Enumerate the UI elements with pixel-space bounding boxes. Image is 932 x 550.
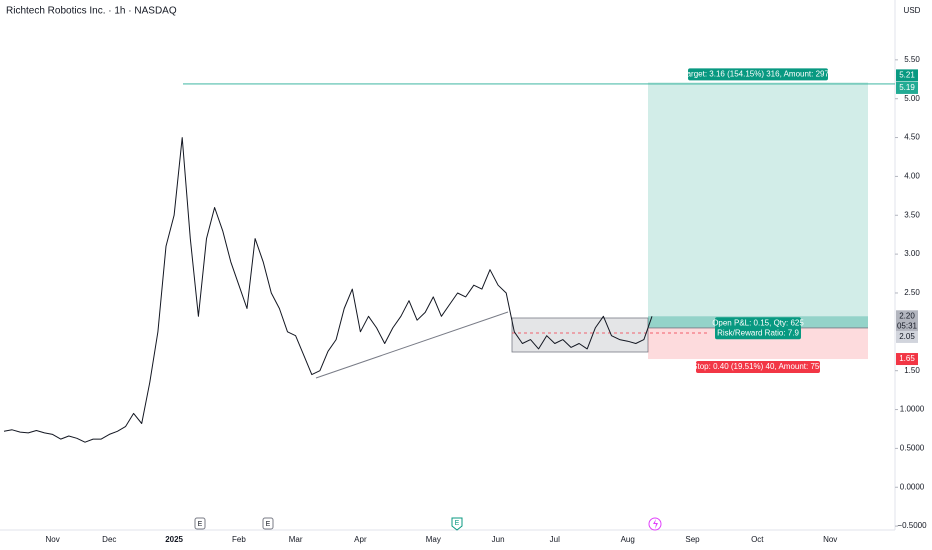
currency: USD <box>904 6 921 15</box>
x-tick-label: Nov <box>823 535 837 544</box>
price-tag <box>896 81 918 94</box>
x-tick-label: Feb <box>232 535 246 544</box>
ratio-label: Risk/Reward Ratio: 7.9 <box>717 328 799 337</box>
y-tick-label: 5.00 <box>904 94 920 103</box>
position-label-box <box>688 68 828 81</box>
x-tick-label: May <box>426 535 441 544</box>
y-tick-label: 4.50 <box>904 133 920 142</box>
earnings-icon[interactable] <box>451 517 463 531</box>
y-tick-label: −0.5000 <box>897 521 927 530</box>
x-tick-label: Jul <box>550 535 560 544</box>
countdown: 05:31 <box>897 321 918 330</box>
price-tag-label: 5.19 <box>899 83 915 92</box>
price-tag <box>896 69 918 82</box>
price-tag-label: 5.21 <box>899 70 915 79</box>
price-tag-label: 2.05 <box>899 332 915 341</box>
last-price-tag <box>896 310 918 333</box>
position-label-box <box>696 361 820 374</box>
position-label: Stop: 0.40 (19.51%) 40, Amount: 750 <box>692 362 824 371</box>
x-tick-label: Dec <box>102 535 116 544</box>
pnl-label: Open P&L: 0.15, Qty: 625 <box>712 318 804 327</box>
last-price-label: 2.20 <box>899 311 915 320</box>
price-line <box>3 137 653 443</box>
earnings-label: E <box>198 521 203 528</box>
x-tick-label: Sep <box>685 535 700 544</box>
price-tag-label: 1.65 <box>899 354 915 363</box>
target-zone <box>648 82 868 328</box>
y-tick-label: 1.0000 <box>900 405 925 414</box>
x-tick-label: Nov <box>45 535 59 544</box>
position-label: Target: 3.16 (154.15%) 316, Amount: 2975 <box>683 69 834 78</box>
earnings-label: E <box>455 520 460 527</box>
y-tick-label: 2.50 <box>904 288 920 297</box>
x-tick-label: 2025 <box>165 535 183 544</box>
earnings-icon[interactable] <box>194 517 206 530</box>
chart-title: Richtech Robotics Inc. · 1h · NASDAQ <box>6 6 177 17</box>
event-icons: E E E <box>194 517 662 531</box>
dividend-bolt <box>653 519 658 529</box>
x-tick-label: Oct <box>751 535 764 544</box>
x-tick-label: Apr <box>354 535 367 544</box>
trend-line <box>315 311 509 379</box>
y-tick-label: 0.5000 <box>900 444 925 453</box>
y-tick-label: 3.50 <box>904 210 920 219</box>
x-tick-label: Mar <box>289 535 303 544</box>
x-tick-label: Jun <box>492 535 505 544</box>
y-tick-label: 5.50 <box>904 55 920 64</box>
y-tick-label: 4.00 <box>904 172 920 181</box>
x-tick-label: Aug <box>621 535 635 544</box>
y-tick-label: 1.50 <box>904 366 920 375</box>
pnl-box <box>715 317 801 340</box>
y-tick-label: 0.0000 <box>900 482 925 491</box>
price-tag <box>896 330 918 343</box>
y-tick-label: 3.00 <box>904 249 920 258</box>
price-tag <box>896 353 918 366</box>
range-box <box>511 317 649 353</box>
earnings-label: E <box>266 521 271 528</box>
earnings-icon[interactable] <box>262 517 274 530</box>
